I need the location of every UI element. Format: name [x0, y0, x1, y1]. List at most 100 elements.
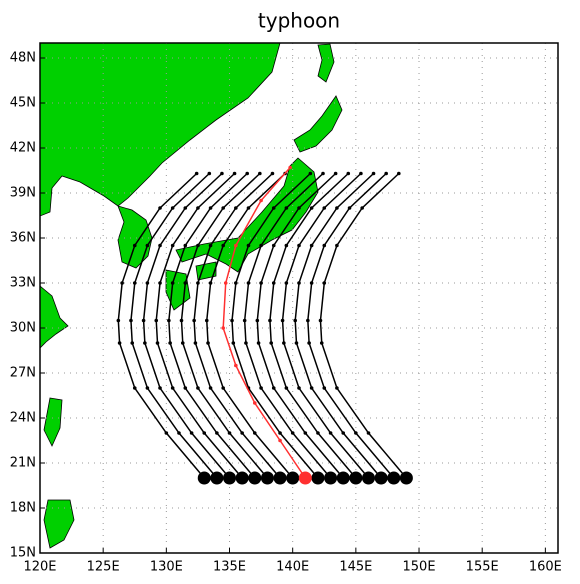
track-point	[322, 243, 327, 248]
track-point	[192, 318, 196, 323]
track-point	[221, 386, 225, 390]
track-point	[290, 431, 295, 435]
track-start	[374, 471, 388, 485]
track-point	[170, 386, 175, 390]
track-point	[183, 386, 188, 390]
x-tick-label: 160E	[529, 560, 562, 575]
track-point	[284, 281, 289, 285]
track-point	[158, 281, 162, 285]
track-point	[116, 318, 121, 323]
track-point	[284, 386, 289, 390]
x-tick-label: 120E	[23, 560, 56, 575]
track-start	[298, 471, 312, 485]
track-point	[259, 386, 263, 390]
track-point	[227, 431, 232, 435]
track-point	[141, 318, 146, 323]
track-point	[346, 171, 351, 176]
track-point	[168, 341, 172, 345]
track-point	[297, 206, 301, 210]
track-point	[196, 386, 200, 390]
track-start	[349, 471, 363, 485]
track-point	[242, 318, 247, 323]
track-point	[208, 206, 213, 210]
track-point	[294, 341, 299, 345]
track-point	[246, 281, 251, 285]
track-point	[240, 431, 244, 435]
track-point	[145, 243, 150, 248]
track-point	[244, 341, 248, 345]
x-tick-label: 140E	[276, 560, 309, 575]
track-point	[309, 386, 314, 390]
track-point	[328, 431, 333, 435]
kyushu	[165, 269, 191, 311]
asia-mainland	[40, 43, 281, 217]
track-point	[183, 281, 188, 285]
track-point	[207, 171, 212, 176]
track-point	[196, 281, 200, 285]
track-point	[293, 318, 298, 323]
track-point	[341, 431, 346, 435]
y-tick-label: 30N	[10, 321, 36, 336]
track-point	[259, 198, 263, 203]
track-point	[145, 386, 150, 390]
hokkaido	[293, 95, 343, 153]
track-point	[220, 171, 224, 176]
track-point	[204, 318, 209, 323]
y-tick-label: 18N	[10, 501, 36, 516]
track-point	[183, 243, 188, 248]
track-point	[307, 341, 311, 345]
track-point	[231, 341, 236, 345]
track-point	[282, 341, 286, 345]
x-tick-label: 130E	[150, 560, 183, 575]
track-start	[336, 471, 350, 485]
track-point	[271, 281, 276, 285]
track-point	[234, 281, 238, 285]
track-point	[259, 281, 263, 285]
track-point	[309, 243, 314, 248]
track-point	[183, 206, 188, 210]
x-tick-label: 125E	[87, 560, 120, 575]
x-tick-label: 155E	[466, 560, 499, 575]
track-point	[318, 318, 323, 323]
land	[40, 43, 343, 549]
track-point	[335, 386, 339, 390]
track-point	[397, 171, 401, 176]
track-point	[120, 281, 124, 285]
track-start	[361, 471, 375, 485]
track-point	[170, 281, 175, 285]
track-point	[252, 401, 257, 405]
x-tick-label: 145E	[339, 560, 372, 575]
track-point	[309, 206, 314, 210]
track-point	[297, 281, 301, 285]
track-point	[271, 243, 276, 248]
track-point	[215, 431, 219, 435]
track-point	[170, 206, 175, 210]
track-point	[179, 318, 184, 323]
y-tick-label: 15N	[10, 546, 36, 561]
track-point	[316, 431, 320, 435]
track-point	[271, 386, 276, 390]
track-point	[271, 206, 276, 210]
luzon	[43, 499, 75, 549]
track-point	[258, 171, 262, 176]
track-start	[235, 471, 249, 485]
track-point	[234, 206, 238, 210]
track-point	[347, 206, 352, 210]
track-point	[193, 341, 198, 345]
track-start	[311, 471, 325, 485]
track-point	[246, 243, 251, 248]
track-point	[335, 243, 339, 248]
track-point	[245, 171, 249, 176]
track-point	[234, 243, 238, 248]
track-point	[208, 281, 213, 285]
track-point	[145, 281, 150, 285]
track-point	[366, 431, 371, 435]
track-point	[158, 243, 162, 248]
y-tick-label: 42N	[10, 141, 36, 156]
china-coast	[40, 285, 69, 349]
track-point	[322, 206, 327, 210]
track-start	[273, 471, 287, 485]
track-point	[167, 318, 171, 323]
